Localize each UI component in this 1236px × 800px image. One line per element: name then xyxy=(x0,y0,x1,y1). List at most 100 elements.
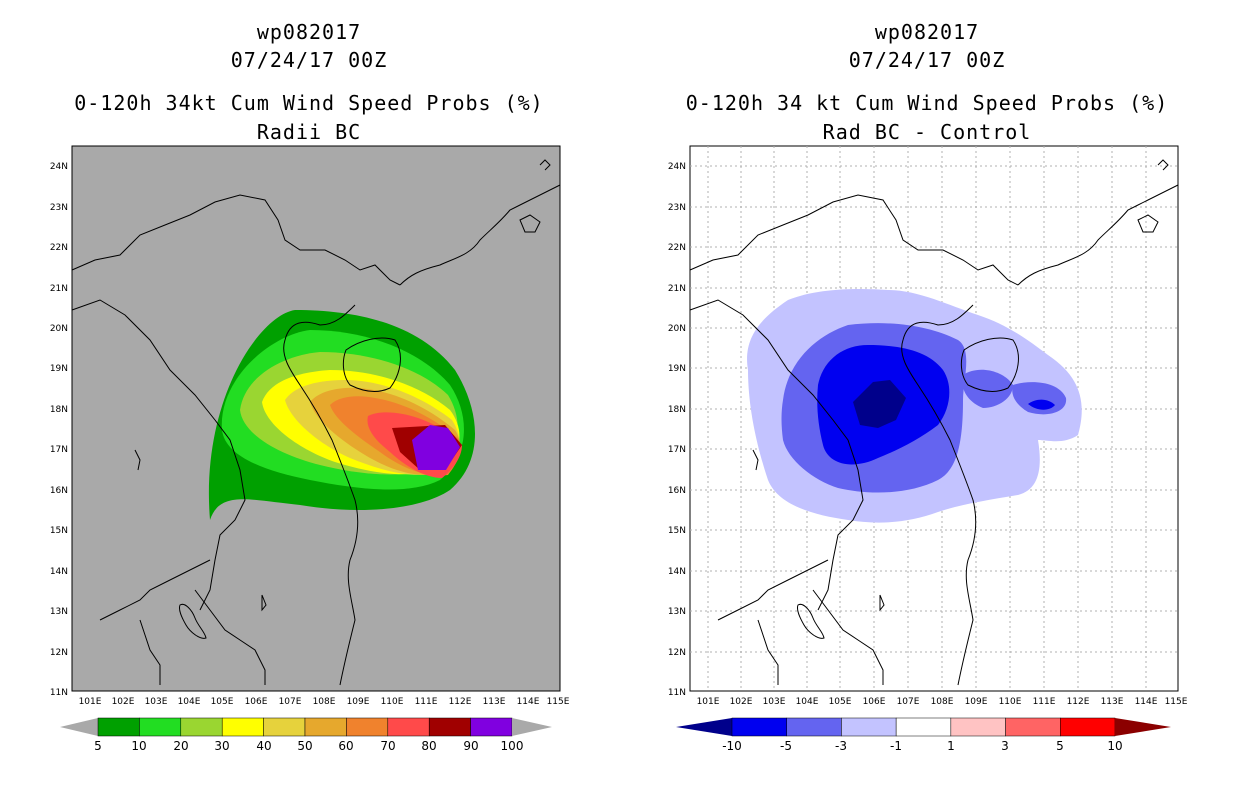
lat-label: 23N xyxy=(668,203,686,213)
lon-label: 106E xyxy=(863,697,886,707)
lat-label: 12N xyxy=(50,648,68,658)
lat-label: 17N xyxy=(668,445,686,455)
left-lat-labels: 24N 23N 22N 21N 20N 19N 18N 17N 16N 15N … xyxy=(50,162,68,698)
colorbar-box xyxy=(1005,717,1061,737)
colorbar-box xyxy=(428,717,471,737)
colorbar-label: 100 xyxy=(501,739,524,753)
colorbar-low-end xyxy=(60,718,98,736)
lat-label: 20N xyxy=(668,324,686,334)
left-colorbar-labels: 5 10 20 30 40 50 60 70 80 90 100 xyxy=(94,739,523,753)
lon-label: 106E xyxy=(245,697,268,707)
left-product-title: 0-120h 34kt Cum Wind Speed Probs (%) xyxy=(74,91,544,115)
colorbar-label: 10 xyxy=(131,739,146,753)
left-map: 24N 23N 22N 21N 20N 19N 18N 17N 16N 15N … xyxy=(50,145,570,707)
left-colorbar: 5 10 20 30 40 50 60 70 80 90 100 xyxy=(60,717,552,753)
colorbar-box xyxy=(97,717,140,737)
colorbar-label: 10 xyxy=(1107,739,1122,753)
lon-label: 110E xyxy=(381,697,404,707)
colorbar-box xyxy=(470,717,513,737)
lon-label: 104E xyxy=(178,697,201,707)
lon-label: 112E xyxy=(449,697,472,707)
lat-label: 16N xyxy=(50,486,68,496)
right-subtitle: Rad BC - Control xyxy=(822,120,1032,144)
colorbar-label: 5 xyxy=(94,739,102,753)
lat-label: 18N xyxy=(50,405,68,415)
lon-label: 115E xyxy=(547,697,570,707)
colorbar-box xyxy=(731,717,787,737)
lon-label: 114E xyxy=(1135,697,1158,707)
right-coastlines-borders xyxy=(689,159,1179,686)
colorbar-label: 5 xyxy=(1056,739,1064,753)
colorbar-label: 40 xyxy=(256,739,271,753)
right-gridlines xyxy=(690,146,1178,691)
colorbar-box xyxy=(786,717,842,737)
right-colorbar: -10 -5 -3 -1 1 3 5 10 xyxy=(676,717,1171,753)
lat-label: 21N xyxy=(668,284,686,294)
lon-label: 107E xyxy=(897,697,920,707)
lat-label: 11N xyxy=(668,688,686,698)
right-colorbar-labels: -10 -5 -3 -1 1 3 5 10 xyxy=(722,739,1122,753)
lat-label: 11N xyxy=(50,688,68,698)
colorbar-box xyxy=(263,717,306,737)
colorbar-high-end xyxy=(1115,718,1171,736)
colorbar-box xyxy=(346,717,389,737)
lon-label: 115E xyxy=(1165,697,1188,707)
lat-label: 19N xyxy=(668,364,686,374)
lat-label: 18N xyxy=(668,405,686,415)
right-map: 24N 23N 22N 21N 20N 19N 18N 17N 16N 15N … xyxy=(668,145,1188,707)
lon-label: 109E xyxy=(965,697,988,707)
lon-label: 105E xyxy=(829,697,852,707)
colorbar-box xyxy=(180,717,223,737)
contour-minus-5-small xyxy=(1028,399,1055,410)
lon-label: 111E xyxy=(1033,697,1056,707)
colorbar-box xyxy=(304,717,347,737)
lon-label: 110E xyxy=(999,697,1022,707)
left-probability-contours xyxy=(208,310,475,520)
right-panel: wp082017 07/24/17 00Z 0-120h 34 kt Cum W… xyxy=(618,0,1236,800)
left-panel: wp082017 07/24/17 00Z 0-120h 34kt Cum Wi… xyxy=(50,20,570,753)
colorbar-label: -5 xyxy=(780,739,792,753)
colorbar-label: 20 xyxy=(173,739,188,753)
lat-label: 20N xyxy=(50,324,68,334)
colorbar-box xyxy=(139,717,182,737)
right-storm-id: wp082017 xyxy=(874,20,980,44)
colorbar-label: 1 xyxy=(947,739,955,753)
right-lon-labels: 101E 102E 103E 104E 105E 106E 107E 108E … xyxy=(697,697,1188,707)
lat-label: 15N xyxy=(50,526,68,536)
lon-label: 102E xyxy=(730,697,753,707)
colorbar-label: -10 xyxy=(722,739,742,753)
lat-label: 14N xyxy=(50,567,68,577)
colorbar-label: 70 xyxy=(380,739,395,753)
lon-label: 103E xyxy=(763,697,786,707)
lat-label: 16N xyxy=(668,486,686,496)
lat-label: 22N xyxy=(50,243,68,253)
lat-label: 21N xyxy=(50,284,68,294)
right-colorbar-boxes xyxy=(731,717,1116,737)
colorbar-box xyxy=(841,717,897,737)
colorbar-label: 60 xyxy=(338,739,353,753)
colorbar-box xyxy=(950,717,1006,737)
lon-label: 102E xyxy=(112,697,135,707)
colorbar-box xyxy=(1060,717,1116,737)
lat-label: 19N xyxy=(50,364,68,374)
lon-label: 113E xyxy=(1101,697,1124,707)
right-lat-labels: 24N 23N 22N 21N 20N 19N 18N 17N 16N 15N … xyxy=(668,162,686,698)
colorbar-box xyxy=(387,717,430,737)
lon-label: 103E xyxy=(145,697,168,707)
colorbar-high-end xyxy=(512,718,552,736)
lat-label: 15N xyxy=(668,526,686,536)
colorbar-low-end xyxy=(676,718,732,736)
left-coastlines-borders xyxy=(71,159,561,686)
lat-label: 13N xyxy=(668,607,686,617)
lat-label: 12N xyxy=(668,648,686,658)
lat-label: 13N xyxy=(50,607,68,617)
left-date-time: 07/24/17 00Z xyxy=(230,48,388,72)
lat-label: 14N xyxy=(668,567,686,577)
lon-label: 108E xyxy=(931,697,954,707)
lon-label: 112E xyxy=(1067,697,1090,707)
lat-label: 23N xyxy=(50,203,68,213)
right-product-title: 0-120h 34 kt Cum Wind Speed Probs (%) xyxy=(685,91,1169,115)
contour-90 xyxy=(412,425,460,470)
colorbar-box xyxy=(221,717,264,737)
lon-label: 101E xyxy=(79,697,102,707)
